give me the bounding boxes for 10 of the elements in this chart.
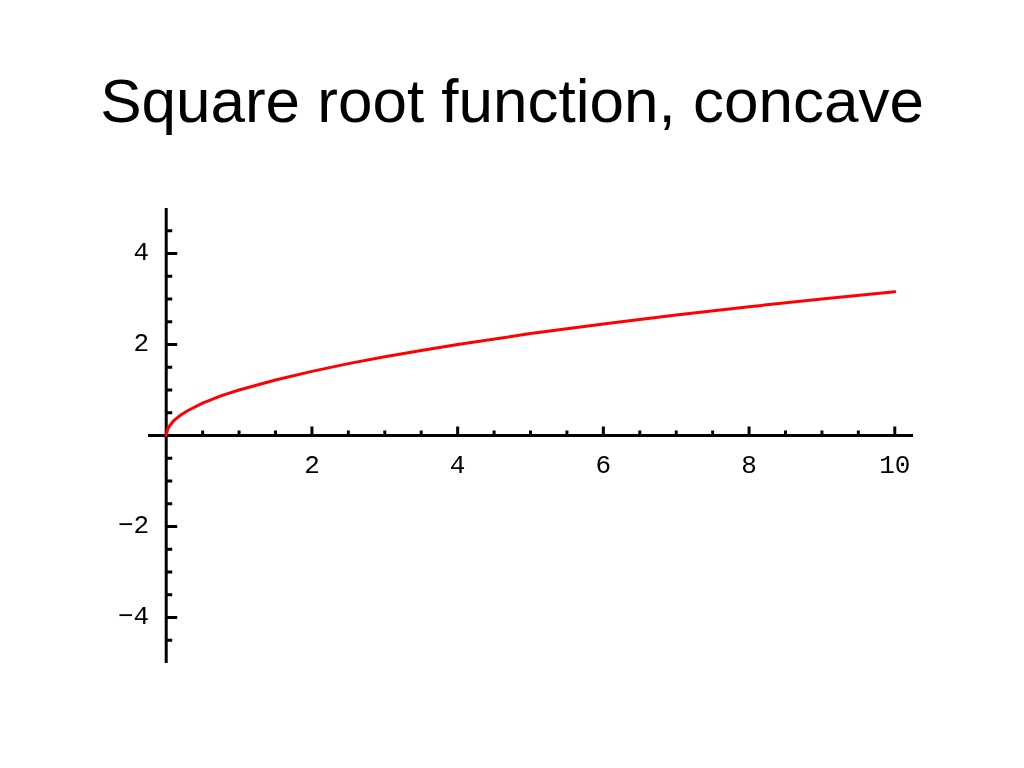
x-tick-label: 10 [879,451,911,482]
y-tick-label: −2 [118,511,150,542]
x-tick-label: 6 [595,451,612,482]
y-tick-label: −4 [118,602,150,633]
x-tick-label: 2 [304,451,320,482]
x-tick-label: 8 [741,451,757,482]
y-tick-label: 4 [133,238,150,269]
y-tick-label: 2 [133,329,150,360]
chart-title: Square root function, concave [99,66,925,135]
x-tick-label: 4 [449,451,466,482]
